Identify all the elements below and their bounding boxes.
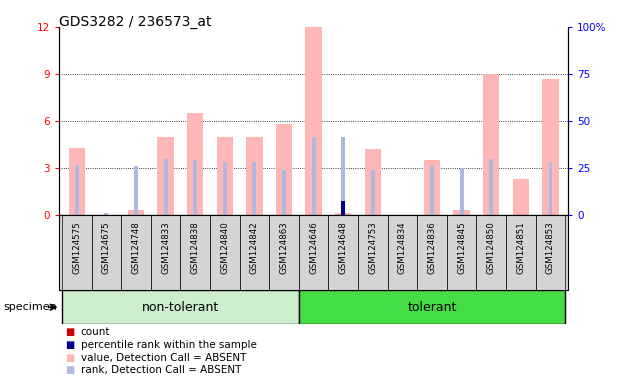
Bar [223, 162, 227, 215]
Bar [180, 215, 210, 290]
Bar [335, 214, 351, 215]
Text: GSM124748: GSM124748 [132, 221, 140, 274]
Bar [217, 137, 233, 215]
Bar [187, 113, 203, 215]
Bar [506, 215, 536, 290]
Bar [151, 215, 180, 290]
Bar [371, 170, 374, 215]
Bar [164, 159, 168, 215]
Text: GDS3282 / 236573_at: GDS3282 / 236573_at [59, 15, 212, 29]
Bar [121, 215, 151, 290]
Bar [269, 215, 299, 290]
Bar [240, 215, 269, 290]
Bar [424, 160, 440, 215]
Text: GSM124834: GSM124834 [398, 221, 407, 274]
Bar [329, 215, 358, 290]
Bar [68, 147, 85, 215]
Text: ■: ■ [65, 327, 75, 337]
Bar [489, 159, 493, 215]
Bar [430, 166, 434, 215]
Text: GSM124836: GSM124836 [427, 221, 437, 274]
Bar [299, 215, 329, 290]
Bar [128, 210, 144, 215]
Text: GSM124675: GSM124675 [102, 221, 111, 274]
Text: GSM124840: GSM124840 [220, 221, 229, 274]
Bar [253, 162, 256, 215]
Bar [447, 215, 476, 290]
Bar [62, 215, 91, 290]
Bar [453, 210, 469, 215]
Text: specimen: specimen [3, 302, 57, 312]
Bar [312, 137, 315, 215]
Text: GSM124863: GSM124863 [279, 221, 289, 274]
Text: non-tolerant: non-tolerant [142, 301, 219, 314]
Bar [299, 290, 565, 324]
Bar [104, 214, 108, 215]
Bar [210, 215, 240, 290]
Bar [542, 79, 559, 215]
Text: percentile rank within the sample: percentile rank within the sample [81, 340, 256, 350]
Text: GSM124838: GSM124838 [191, 221, 200, 274]
Text: rank, Detection Call = ABSENT: rank, Detection Call = ABSENT [81, 365, 241, 375]
Bar [193, 160, 197, 215]
Bar [388, 215, 417, 290]
Text: GSM124575: GSM124575 [72, 221, 81, 274]
Bar [247, 137, 263, 215]
Bar [483, 74, 499, 215]
Bar [91, 215, 121, 290]
Bar [158, 137, 174, 215]
Bar [536, 215, 565, 290]
Bar [365, 149, 381, 215]
Bar [282, 170, 286, 215]
Text: GSM124648: GSM124648 [338, 221, 348, 274]
Text: ■: ■ [65, 340, 75, 350]
Bar [75, 165, 79, 215]
Bar [513, 179, 529, 215]
Text: GSM124851: GSM124851 [516, 221, 525, 274]
Bar [306, 27, 322, 215]
Bar [342, 201, 345, 215]
Bar [342, 207, 345, 215]
Bar [460, 168, 463, 215]
Text: GSM124833: GSM124833 [161, 221, 170, 274]
Text: GSM124853: GSM124853 [546, 221, 555, 274]
Text: value, Detection Call = ABSENT: value, Detection Call = ABSENT [81, 353, 246, 362]
Text: GSM124753: GSM124753 [368, 221, 378, 274]
Text: GSM124646: GSM124646 [309, 221, 318, 274]
Text: GSM124850: GSM124850 [487, 221, 496, 274]
Bar [548, 162, 552, 215]
Bar [342, 137, 345, 215]
Text: ■: ■ [65, 365, 75, 375]
Text: count: count [81, 327, 111, 337]
Text: GSM124842: GSM124842 [250, 221, 259, 274]
Bar [417, 215, 447, 290]
Bar [276, 124, 292, 215]
Bar [134, 166, 138, 215]
Text: GSM124845: GSM124845 [457, 221, 466, 274]
Text: tolerant: tolerant [407, 301, 456, 314]
Text: ■: ■ [65, 353, 75, 362]
Bar [476, 215, 506, 290]
Bar [62, 290, 299, 324]
Bar [358, 215, 388, 290]
